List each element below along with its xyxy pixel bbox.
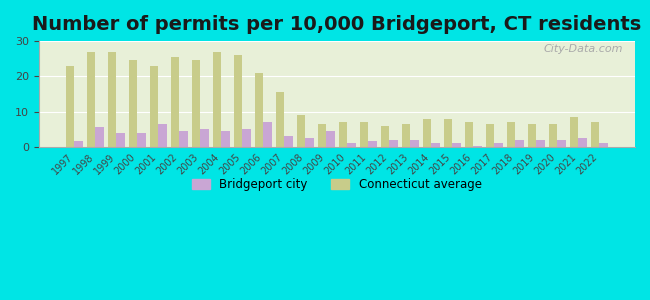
Bar (423, 118, 432, 147)
Bar (570, 117, 578, 147)
Bar (255, 73, 263, 147)
Bar (318, 124, 326, 147)
Bar (137, 133, 146, 147)
Bar (159, 124, 167, 147)
Bar (549, 124, 558, 147)
Bar (452, 143, 461, 147)
Bar (348, 143, 356, 147)
Bar (66, 66, 74, 147)
Bar (389, 140, 398, 147)
Bar (486, 124, 495, 147)
Bar (242, 129, 251, 147)
Bar (360, 122, 369, 147)
Bar (234, 55, 242, 147)
Bar (285, 136, 292, 147)
Bar (129, 61, 137, 147)
Bar (507, 122, 515, 147)
Bar (432, 143, 440, 147)
Bar (171, 57, 179, 147)
Bar (536, 140, 545, 147)
Bar (74, 142, 83, 147)
Bar (558, 140, 566, 147)
Bar (150, 66, 159, 147)
Bar (297, 115, 306, 147)
Bar (108, 52, 116, 147)
Bar (528, 124, 536, 147)
Bar (222, 131, 230, 147)
Bar (578, 138, 587, 147)
Bar (200, 129, 209, 147)
Bar (192, 61, 200, 147)
Bar (369, 142, 377, 147)
Bar (465, 122, 473, 147)
Title: Number of permits per 10,000 Bridgeport, CT residents: Number of permits per 10,000 Bridgeport,… (32, 15, 642, 34)
Bar (495, 143, 503, 147)
Bar (591, 122, 599, 147)
Bar (326, 131, 335, 147)
Text: City-Data.com: City-Data.com (543, 44, 623, 54)
Bar (410, 140, 419, 147)
Bar (339, 122, 348, 147)
Bar (276, 92, 285, 147)
Legend: Bridgeport city, Connecticut average: Bridgeport city, Connecticut average (188, 173, 486, 196)
Bar (87, 52, 96, 147)
Bar (306, 138, 314, 147)
Bar (444, 118, 452, 147)
Bar (213, 52, 222, 147)
Bar (599, 143, 608, 147)
Bar (116, 133, 125, 147)
Bar (515, 140, 524, 147)
Bar (179, 131, 188, 147)
Bar (473, 146, 482, 147)
Bar (381, 126, 389, 147)
Bar (96, 128, 104, 147)
Bar (402, 124, 410, 147)
Bar (263, 122, 272, 147)
